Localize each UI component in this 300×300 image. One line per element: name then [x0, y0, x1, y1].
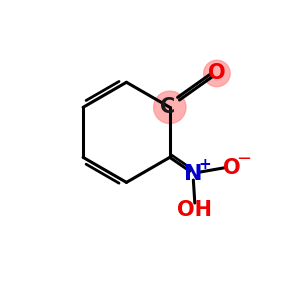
Text: N: N: [184, 164, 202, 184]
Circle shape: [154, 91, 186, 124]
Text: O: O: [208, 63, 226, 83]
Text: C: C: [160, 97, 176, 117]
Text: OH: OH: [177, 200, 212, 220]
Text: +: +: [198, 157, 211, 172]
Circle shape: [204, 60, 230, 87]
Text: −: −: [236, 150, 252, 168]
Text: O: O: [223, 158, 240, 178]
